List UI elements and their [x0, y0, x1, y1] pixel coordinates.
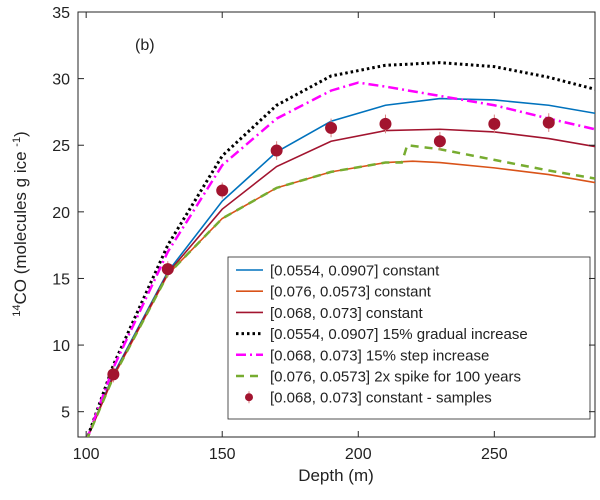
legend-label: [0.068, 0.073] constant - samples: [270, 390, 492, 407]
legend-label: [0.0554, 0.0907] 15% gradual increase: [270, 326, 528, 343]
sample-point: [107, 368, 120, 381]
y-tick-label: 25: [52, 138, 70, 155]
sample-point: [542, 116, 555, 129]
y-axis-label-part: ): [11, 131, 30, 137]
x-tick-label: 200: [345, 446, 372, 463]
legend-label: [0.068, 0.073] constant: [270, 305, 423, 322]
sample-point: [161, 263, 174, 276]
y-tick-label: 20: [52, 205, 70, 222]
series-line: [86, 81, 595, 437]
y-tick-label: 30: [52, 72, 70, 89]
x-tick-label: 150: [209, 446, 236, 463]
legend-label: [0.0554, 0.0907] constant: [270, 263, 440, 280]
annotation: (b): [135, 37, 155, 54]
sample-point: [488, 117, 501, 130]
y-tick-label: 5: [61, 405, 70, 422]
x-tick-label: 250: [481, 446, 508, 463]
y-axis-label-part: CO (molecules g ice: [11, 147, 30, 305]
x-tick-label: 100: [73, 446, 100, 463]
legend-label: [0.076, 0.0573] constant: [270, 284, 432, 301]
y-axis-label-part: 14: [11, 304, 23, 316]
sample-point: [270, 144, 283, 157]
y-axis-label: 14CO (molecules g ice -1): [11, 131, 30, 316]
legend-label: [0.068, 0.073] 15% step increase: [270, 347, 489, 364]
y-tick-label: 15: [52, 271, 70, 288]
y-axis-label-part: -1: [11, 137, 23, 147]
sample-point: [433, 135, 446, 148]
legend-box: [227, 256, 591, 420]
series-line: [86, 61, 595, 437]
y-tick-label: 35: [52, 5, 70, 22]
plot-area: [86, 61, 595, 437]
legend-swatch: [245, 393, 253, 402]
series-line: [86, 128, 595, 437]
legend-label: [0.076, 0.0573] 2x spike for 100 years: [270, 369, 521, 386]
sample-point: [379, 117, 392, 130]
sample-point: [216, 184, 229, 197]
x-axis-label: Depth (m): [298, 466, 374, 485]
sample-point: [325, 121, 338, 134]
y-tick-label: 10: [52, 338, 70, 355]
